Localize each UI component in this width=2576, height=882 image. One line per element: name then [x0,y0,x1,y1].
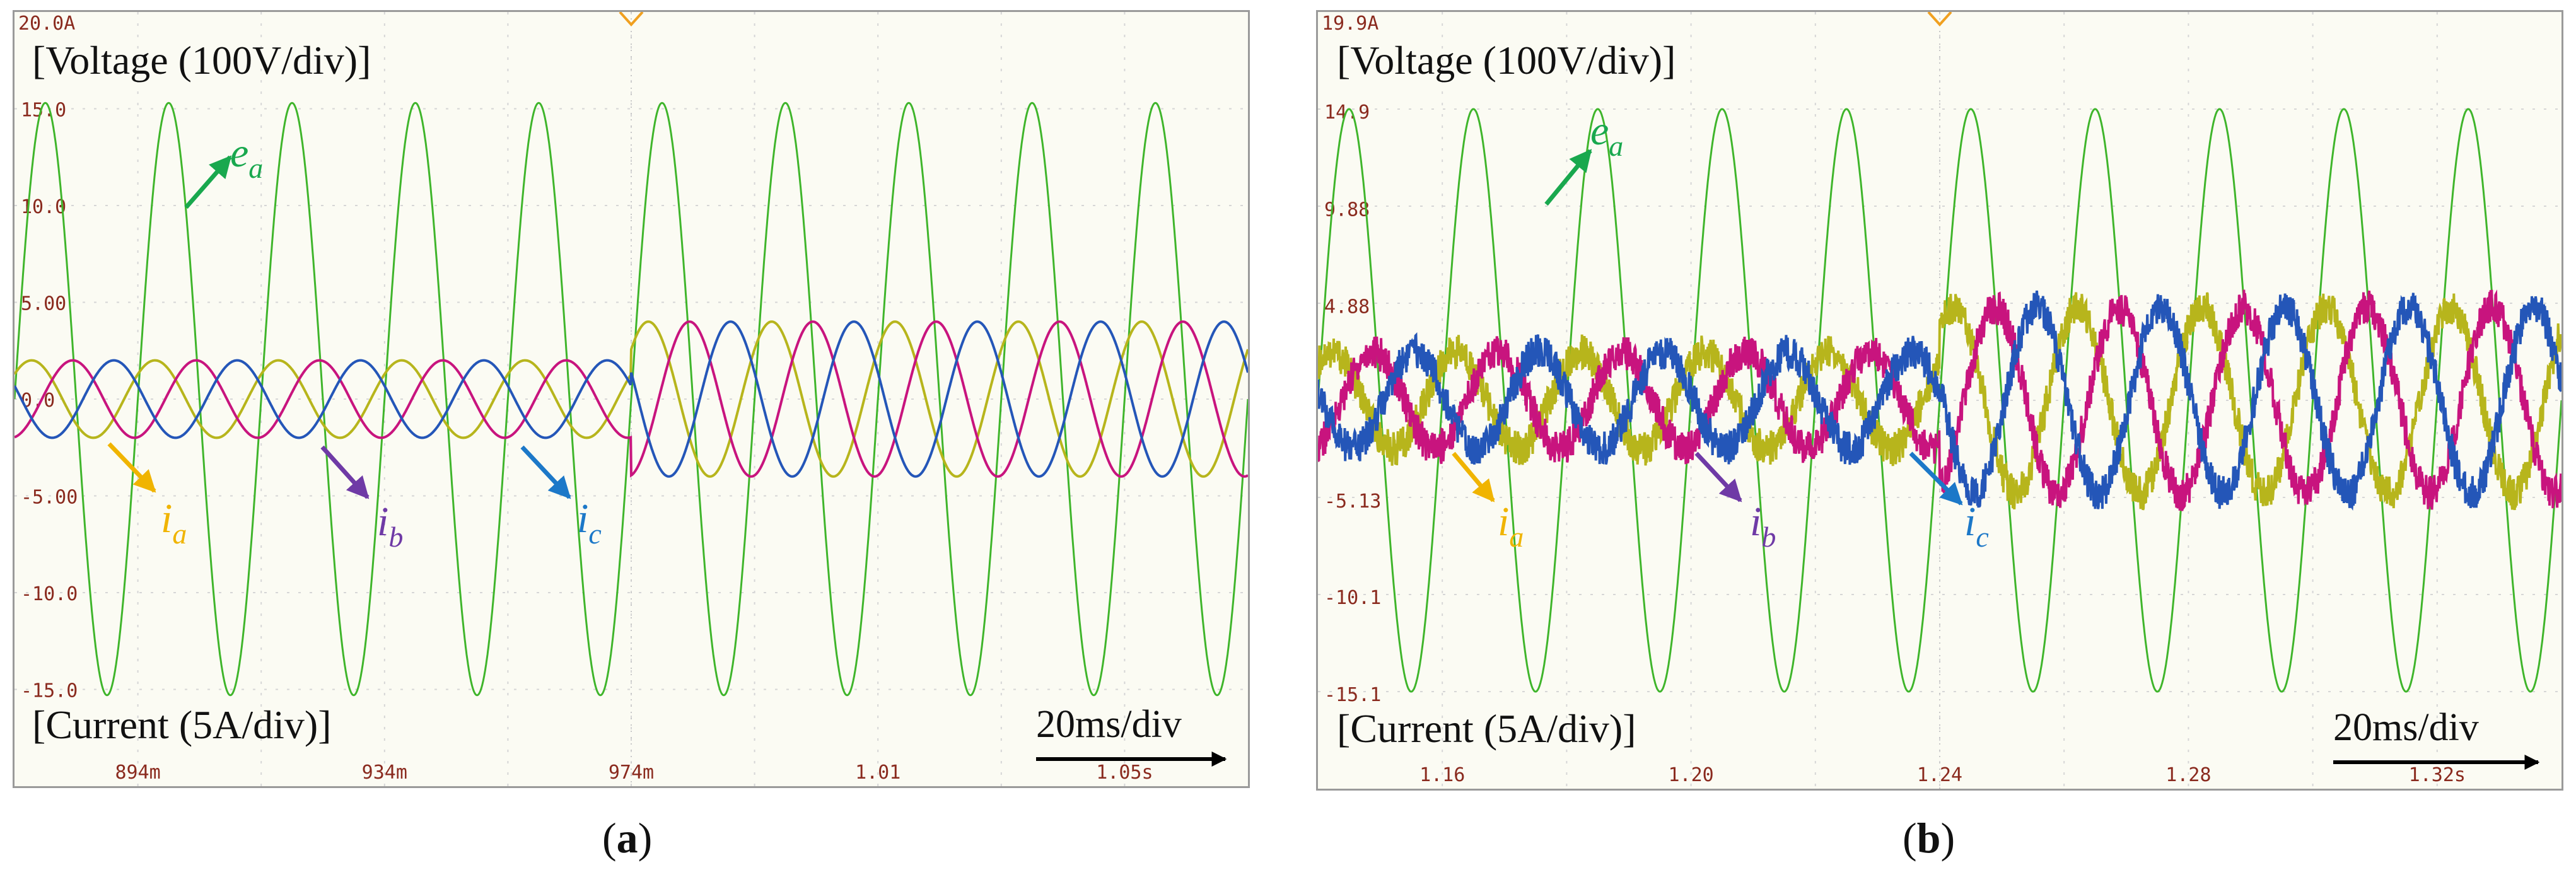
waveform-plot-b: 14.99.884.88-5.13-10.1-15.119.9A1.16 1.20… [1318,12,2561,789]
y-tick-label: -15.1 [1324,684,1381,706]
series-label-main: e [1590,108,1609,154]
y-tick-label: -5.00 [21,487,78,509]
voltage-scale-label: [Voltage (100V/div)] [1337,38,1676,83]
oscilloscope-screen-b: 14.9 9.88 4.88 -5.13 -10.1 -15.1 19.9A 1.16 1.20… [1316,10,2563,791]
series-label-arrow [520,445,571,499]
waveform-ic [15,320,1248,478]
x-tick-label: 1.05s [1096,762,1153,784]
oscilloscope-screen-a: 15.0 10.0 5.00 0.0 -5.00 -10.0 -15.0 20.0A 894m 9… [13,10,1250,788]
series-label-arrow [320,445,370,499]
trigger-marker-icon [1927,12,1952,26]
waveform-ea [15,102,1248,697]
series-label-main: i [1964,499,1976,545]
series-label-subscript: c [1976,521,1988,553]
waveform-ic [1318,290,2561,511]
series-label-ea: ea [1590,108,1623,162]
series-label-ia: ia [1498,499,1524,553]
current-scale-label: [Current (5A/div)] [1337,706,1636,751]
x-tick-label: 934m [362,762,407,784]
series-label-subscript: b [388,521,403,553]
series-label-main: i [1498,499,1509,545]
series-label-ib: ib [1750,499,1776,553]
series-label-arrow [107,442,156,493]
scale-top-label: 19.9A [1322,13,1378,35]
caption-letter-a: a [616,814,638,862]
y-tick-label: -10.0 [21,583,78,605]
y-tick-label: -10.1 [1324,587,1381,609]
x-tick-label: 1.16 [1419,764,1465,786]
series-label-subscript: a [1509,521,1524,553]
series-label-main: i [577,496,588,542]
caption-b: (b) [1903,814,1955,862]
y-tick-label: -5.13 [1324,490,1381,513]
series-label-ib: ib [377,499,403,553]
waveform-ia [1318,292,2561,511]
waveform-ib [15,320,1248,478]
current-scale-label: [Current (5A/div)] [32,702,332,747]
series-label-subscript: c [588,518,601,550]
series-label-arrow [1544,149,1592,206]
series-label-main: i [161,496,172,542]
x-tick-label: 894m [115,762,160,784]
timebase-label: 20ms/div [2333,706,2479,749]
scale-top-label: 20.0A [18,13,75,35]
series-label-arrow [1694,451,1742,502]
series-label-main: i [377,499,388,545]
series-label-ea: ea [230,130,263,184]
y-tick-label: 14.9 [1324,102,1370,124]
series-label-subscript: b [1761,521,1776,553]
y-tick-label: -15.0 [21,680,78,702]
series-label-subscript: a [248,152,263,184]
series-label-arrow [1909,451,1963,506]
series-label-main: i [1750,499,1761,545]
x-tick-label: 1.32s [2409,764,2466,786]
series-label-ia: ia [161,496,187,550]
series-label-subscript: a [1609,130,1623,162]
caption-letter-b: b [1916,814,1941,862]
series-label-subscript: a [172,518,187,550]
series-label-ic: ic [1964,499,1989,553]
voltage-scale-label: [Voltage (100V/div)] [32,38,371,83]
y-tick-label: 4.88 [1324,296,1370,318]
series-label-ic: ic [577,496,602,550]
timebase-label: 20ms/div [1036,703,1182,746]
series-label-arrow [184,155,232,209]
waveform-ia [15,320,1248,478]
y-tick-label: 15.0 [21,100,66,122]
x-tick-label: 1.01 [855,762,900,784]
trigger-marker-icon [619,12,644,26]
y-tick-label: 5.00 [21,293,66,315]
caption-a: (a) [602,814,653,862]
x-tick-label: 1.20 [1668,764,1713,786]
series-label-main: e [230,130,248,176]
series-label-arrow [1452,451,1495,502]
x-tick-label: 1.28 [2165,764,2211,786]
x-tick-label: 1.24 [1917,764,1962,786]
x-tick-label: 974m [609,762,654,784]
